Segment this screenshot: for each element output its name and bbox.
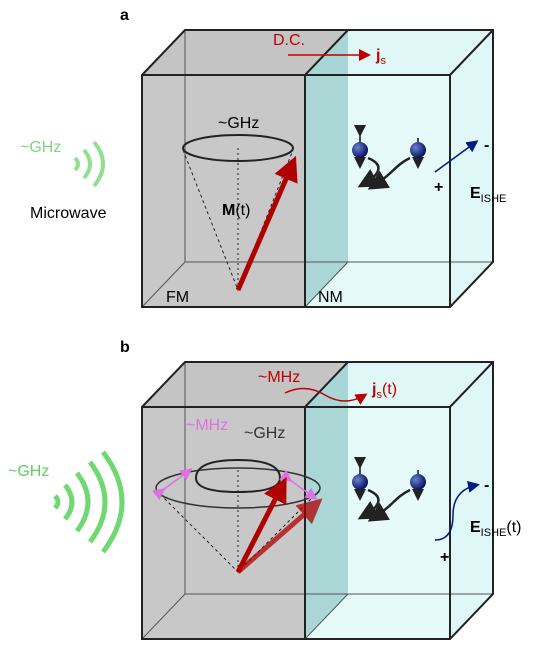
source-caption: Microwave bbox=[30, 205, 107, 222]
modulation: ~MHz bbox=[186, 417, 228, 434]
source: ~GHz bbox=[20, 139, 61, 156]
current-driver: D.C. bbox=[273, 32, 305, 49]
ferromagnet: FM bbox=[166, 289, 189, 306]
precession: ~GHz bbox=[244, 425, 285, 442]
plus: + bbox=[440, 549, 449, 566]
panel-a: a ~GHz Microwave ~GHz M(t) D.C. js + - E… bbox=[20, 7, 506, 307]
magnetization: M(t) bbox=[222, 202, 250, 219]
source: ~GHz bbox=[8, 463, 49, 480]
page: a ~GHz Microwave ~GHz M(t) D.C. js + - E… bbox=[0, 0, 556, 648]
precession: ~GHz bbox=[218, 115, 259, 132]
panel-label: a bbox=[120, 7, 129, 24]
current-driver: ~MHz bbox=[258, 369, 300, 386]
minus: - bbox=[484, 477, 489, 494]
plus: + bbox=[434, 179, 443, 196]
normal-metal: NM bbox=[318, 289, 343, 306]
panel-b: b ~GHz ~MHz ~GHz ~MHz js(t) + - EISHE(t) bbox=[8, 339, 521, 639]
figure: a ~GHz Microwave ~GHz M(t) D.C. js + - E… bbox=[0, 0, 556, 648]
panel-label: b bbox=[120, 339, 130, 356]
minus: - bbox=[484, 137, 489, 154]
